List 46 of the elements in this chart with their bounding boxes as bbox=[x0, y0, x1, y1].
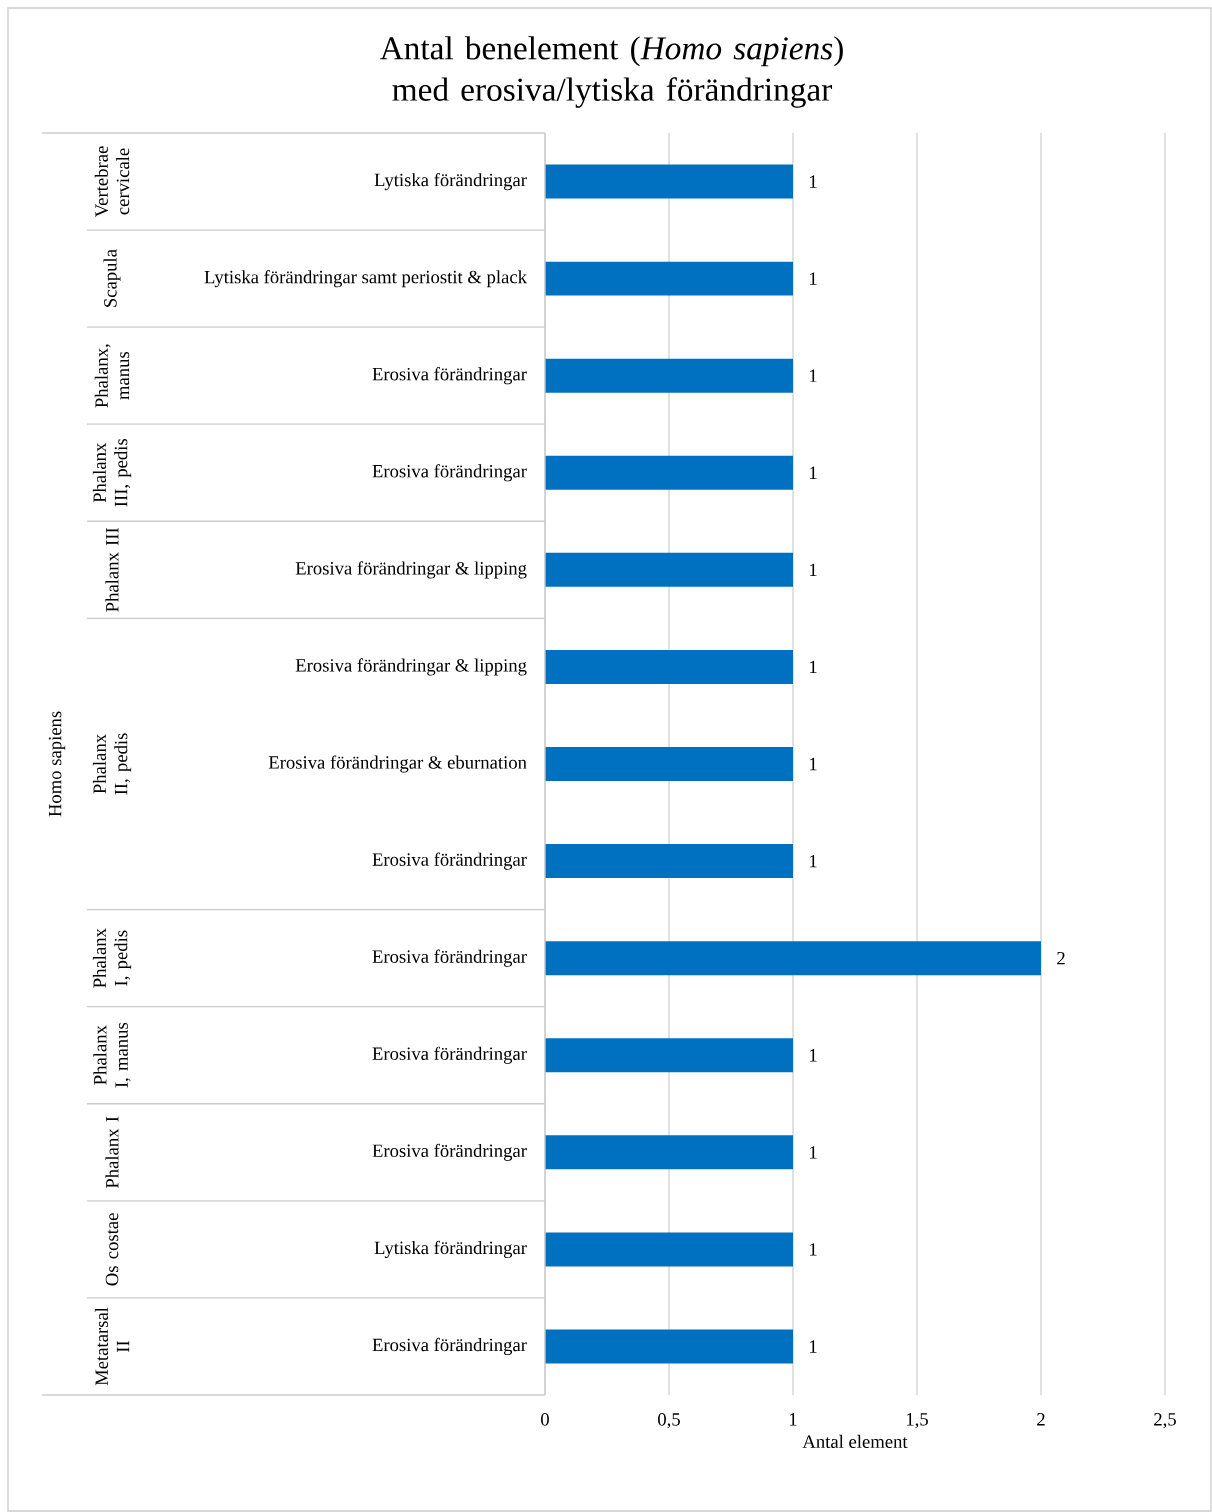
x-axis-title: Antal element bbox=[802, 1434, 908, 1448]
y-tick-label: Lytiska förändringar samt periostit & plack bbox=[204, 270, 527, 288]
text: Homo sapiens bbox=[48, 711, 66, 817]
x-tick-label: 1 bbox=[789, 1413, 797, 1426]
data-label: 1 bbox=[810, 757, 817, 771]
y-tick-label: Erosiva förändringar bbox=[372, 949, 527, 967]
text: Phalanx, manus bbox=[94, 344, 130, 408]
text: Phalanx III bbox=[105, 527, 119, 612]
data-label: 1 bbox=[810, 1340, 817, 1353]
y-tick-label: Erosiva förändringar bbox=[372, 464, 527, 482]
text: Os costae bbox=[105, 1213, 119, 1286]
text: Phalanx I, pedis bbox=[92, 928, 132, 988]
text: Phalanx II, pedis bbox=[92, 733, 132, 795]
y-tick-label: Erosiva förändringar bbox=[372, 367, 527, 385]
data-label: 1 bbox=[810, 1146, 817, 1159]
x-tick-label: 2,5 bbox=[1154, 1413, 1176, 1429]
chart-title: Antal benelement (Homo sapiens) med erosiva/lytiska förändringar bbox=[379, 36, 843, 108]
text: Vertebrae cervicale bbox=[94, 146, 130, 218]
x-tick-label: 1,5 bbox=[906, 1413, 928, 1429]
text: Phalanx I bbox=[105, 1116, 119, 1189]
y-tick-label: Erosiva förändringar & lipping bbox=[295, 561, 527, 579]
y-tick-label: Erosiva förändringar & lipping bbox=[295, 658, 527, 676]
y-tick-label: Erosiva förändringar bbox=[372, 1337, 527, 1356]
data-label: 1 bbox=[810, 854, 817, 868]
y-tick-label: Erosiva förändringar bbox=[372, 852, 527, 870]
x-tick-label: 0,5 bbox=[658, 1413, 680, 1429]
text: Phalanx III, pedis bbox=[92, 439, 132, 507]
data-label: 1 bbox=[810, 563, 817, 577]
data-label: 1 bbox=[810, 369, 817, 382]
data-label: 1 bbox=[810, 660, 817, 674]
y-tick-label: Erosiva förändringar & eburnation bbox=[268, 755, 527, 773]
y-tick-label: Erosiva förändringar bbox=[372, 1143, 527, 1161]
data-label: 1 bbox=[810, 1243, 817, 1256]
y-tick-label: Lytiska förändringar bbox=[374, 1240, 527, 1258]
text: Metatarsal II bbox=[94, 1307, 130, 1386]
data-label: 1 bbox=[810, 1049, 817, 1062]
x-tick-label: 0 bbox=[541, 1413, 549, 1426]
y-tick-label: Erosiva förändringar bbox=[372, 1046, 527, 1064]
text: Phalanx I, manus bbox=[93, 1022, 131, 1088]
text: Scapula bbox=[103, 249, 121, 307]
data-label: 1 bbox=[810, 466, 817, 479]
data-label: 1 bbox=[810, 175, 817, 188]
data-label: 1 bbox=[810, 272, 817, 285]
data-label: 2 bbox=[1057, 951, 1065, 965]
x-tick-label: 2 bbox=[1037, 1413, 1045, 1426]
y-tick-label: Lytiska förändringar bbox=[374, 172, 527, 191]
